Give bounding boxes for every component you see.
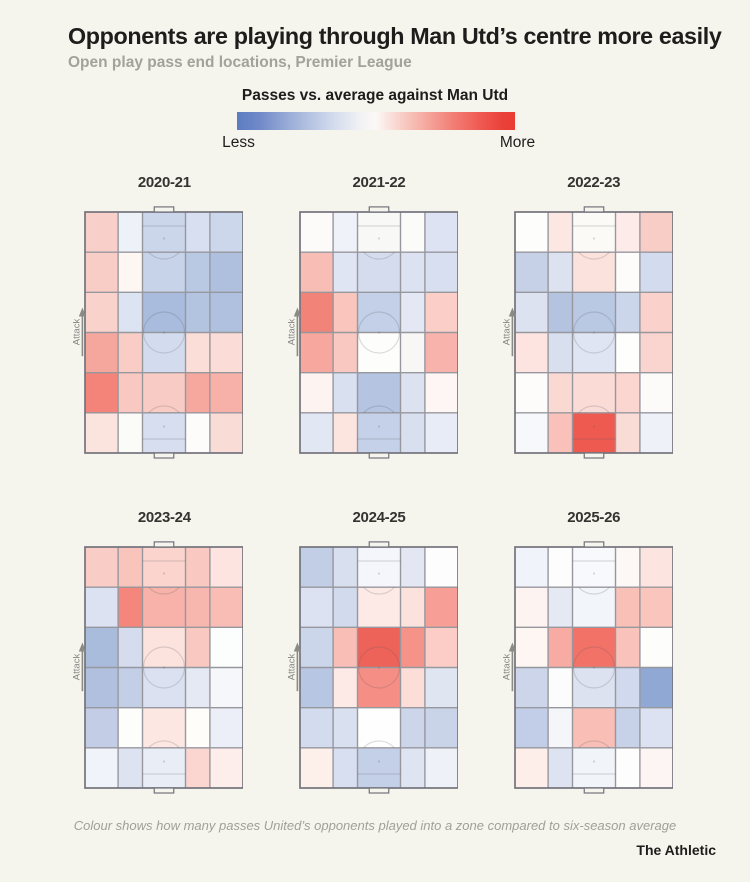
- svg-text:Attack: Attack: [72, 318, 83, 345]
- svg-text:Attack: Attack: [286, 653, 297, 680]
- svg-text:Attack: Attack: [286, 318, 297, 345]
- svg-text:Attack: Attack: [501, 318, 512, 345]
- svg-text:Attack: Attack: [72, 653, 83, 680]
- svg-text:Attack: Attack: [501, 653, 512, 680]
